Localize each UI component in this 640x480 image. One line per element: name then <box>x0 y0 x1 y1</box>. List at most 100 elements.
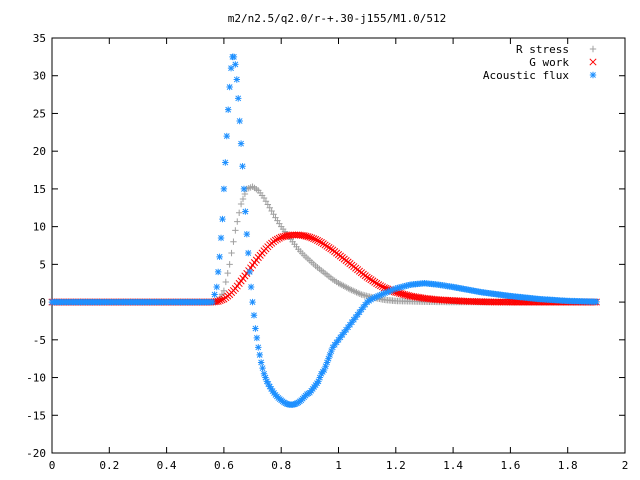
data-point <box>313 236 322 245</box>
data-point <box>262 198 270 205</box>
data-point <box>593 298 600 305</box>
data-point <box>267 385 275 393</box>
data-point <box>224 106 232 113</box>
data-point <box>260 194 268 202</box>
data-point <box>263 378 271 385</box>
data-point <box>376 282 385 290</box>
data-point <box>249 298 256 306</box>
data-point <box>252 325 259 332</box>
x-tick-label: 2 <box>622 459 629 472</box>
x-tick-label: 1.2 <box>386 459 406 472</box>
x-tick-label: 1.6 <box>500 459 520 472</box>
data-point <box>230 238 237 245</box>
data-point <box>220 185 228 193</box>
y-tick-label: 20 <box>33 145 46 158</box>
data-point <box>376 292 383 299</box>
data-point <box>253 334 261 342</box>
data-point <box>369 295 377 302</box>
series-acoustic-flux <box>48 53 600 408</box>
data-point <box>218 291 226 298</box>
data-point <box>312 235 320 244</box>
legend-label: G work <box>529 56 569 69</box>
data-point <box>209 298 216 306</box>
data-point <box>216 253 223 261</box>
data-point <box>218 296 226 304</box>
y-tick-label: -20 <box>26 447 46 460</box>
data-point <box>227 64 235 72</box>
data-point <box>237 200 245 208</box>
y-tick-label: -10 <box>26 372 46 385</box>
y-tick-label: 35 <box>33 32 46 45</box>
axis-ticks <box>51 37 626 454</box>
legend-marker <box>589 71 597 79</box>
data-point <box>315 237 323 246</box>
data-point <box>235 209 243 217</box>
data-point <box>273 235 281 243</box>
data-point <box>213 283 220 291</box>
data-point <box>257 359 265 366</box>
data-point <box>242 208 249 215</box>
data-point <box>214 268 222 276</box>
x-tick-label: 0.4 <box>157 459 177 472</box>
x-tick-label: 0.2 <box>99 459 119 472</box>
data-point <box>211 291 218 298</box>
data-point <box>275 234 283 242</box>
data-point <box>265 380 272 388</box>
data-point <box>389 286 396 294</box>
data-point <box>239 163 246 170</box>
data-point <box>220 287 228 294</box>
data-point <box>222 278 230 286</box>
data-point <box>326 351 334 359</box>
x-tick-label: 0.8 <box>271 459 291 472</box>
data-point <box>232 61 239 68</box>
data-point <box>250 312 258 319</box>
data-point <box>325 355 332 362</box>
plot-frame <box>51 37 626 454</box>
data-point <box>322 363 329 370</box>
legend-label: R stress <box>516 43 569 56</box>
x-tick-label: 1 <box>335 459 342 472</box>
data-point <box>216 297 224 305</box>
data-point <box>240 185 248 193</box>
data-point <box>308 234 316 242</box>
y-tick-label: 5 <box>39 258 46 271</box>
data-point <box>232 227 239 234</box>
data-point <box>255 344 262 351</box>
y-tick-label: 10 <box>33 221 46 234</box>
x-tick-label: 1.4 <box>443 459 463 472</box>
x-tick-label: 0.6 <box>214 459 234 472</box>
data-point <box>264 201 272 208</box>
data-point <box>373 293 380 301</box>
data-point <box>266 383 273 390</box>
data-point <box>246 268 253 276</box>
data-point <box>304 233 312 241</box>
data-point <box>383 289 391 296</box>
data-point <box>262 374 269 381</box>
data-point <box>226 261 233 268</box>
data-point <box>214 297 222 305</box>
data-point <box>380 290 387 297</box>
axis-tick-labels: 0 0.2 0.4 0.6 0.8 1 1.2 1.4 1.6 1.8 2 35 30 25 20 15 10 5… <box>26 32 628 472</box>
x-tick-label: 1.8 <box>558 459 578 472</box>
y-tick-label: 15 <box>33 183 46 196</box>
data-point <box>270 211 277 218</box>
data-point <box>241 190 249 198</box>
data-point <box>375 281 383 289</box>
data-point <box>505 298 513 306</box>
data-point <box>378 291 385 298</box>
data-point <box>245 249 252 257</box>
data-point <box>508 298 516 306</box>
data-point <box>237 140 245 147</box>
data-point <box>378 283 386 291</box>
data-point <box>223 132 230 140</box>
y-tick-label: 0 <box>39 296 46 309</box>
data-point <box>328 347 335 355</box>
data-point <box>228 249 235 257</box>
data-point <box>320 366 328 374</box>
data-point <box>387 287 394 294</box>
data-point <box>235 95 242 102</box>
data-point <box>247 283 255 291</box>
data-point <box>371 294 378 301</box>
